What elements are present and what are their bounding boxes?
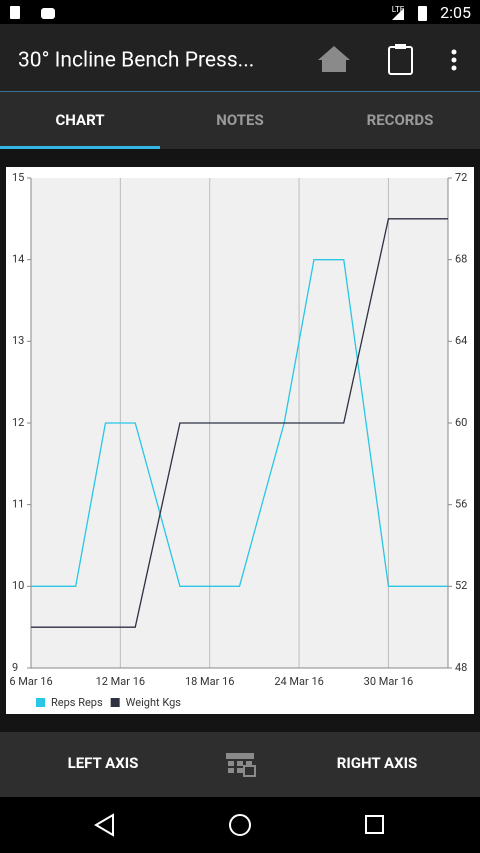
y-tick-label: 10 (12, 579, 24, 592)
x-tick-label: 30 Mar 16 (364, 675, 414, 688)
x-tick-label: 6 Mar 16 (9, 675, 52, 688)
network-type: LTE (392, 5, 405, 14)
y-tick-label: 9 (12, 661, 18, 674)
y2-tick-label: 56 (455, 498, 467, 511)
tab[interactable]: CHART (55, 111, 104, 129)
toolbar (0, 24, 480, 92)
y-tick-label: 11 (12, 498, 24, 511)
x-tick-label: 24 Mar 16 (274, 675, 324, 688)
overflow-menu[interactable] (451, 49, 457, 71)
sd-icon (10, 6, 20, 19)
y2-tick-label: 48 (455, 661, 467, 674)
signal-icon (392, 8, 404, 20)
clock: 2:05 (440, 3, 471, 22)
data-line (31, 218, 448, 628)
legend-swatch (36, 698, 45, 707)
status-bar (0, 0, 480, 24)
y2-tick-label: 60 (455, 416, 467, 429)
y-tick-label: 13 (12, 334, 24, 347)
y-tick-label: 15 (12, 171, 24, 184)
legend-label: Reps Reps (51, 696, 103, 709)
tab[interactable]: RECORDS (367, 111, 434, 129)
right-axis-button[interactable]: RIGHT AXIS (337, 754, 417, 772)
clipboard-clip (395, 44, 406, 49)
data-line (31, 259, 448, 587)
y2-tick-label: 72 (455, 171, 467, 184)
tab[interactable]: NOTES (216, 111, 263, 129)
x-tick-label: 18 Mar 16 (185, 675, 235, 688)
nav-bar (0, 797, 480, 853)
left-axis-button[interactable]: LEFT AXIS (68, 754, 139, 772)
legend-label: Weight Kgs (126, 696, 182, 709)
back-button[interactable] (94, 813, 114, 837)
home-button[interactable] (318, 46, 350, 72)
home-nav-button[interactable] (229, 814, 251, 836)
y2-tick-label: 64 (455, 334, 467, 347)
android-icon (41, 8, 55, 19)
tab-indicator (0, 146, 160, 149)
tab-bar (0, 92, 480, 149)
battery-icon (418, 6, 427, 21)
y2-tick-label: 52 (455, 579, 467, 592)
legend-swatch (110, 698, 120, 707)
chart: 6 Mar 16 12 Mar 16 18 Mar 16 24 Mar 16 30 Ma… (9, 171, 467, 709)
y-tick-label: 14 (12, 253, 24, 266)
y2-tick-label: 68 (455, 253, 467, 266)
y-tick-label: 12 (12, 416, 24, 429)
recents-button[interactable] (365, 815, 384, 834)
calendar-button[interactable] (226, 753, 256, 777)
toolbar-divider (0, 91, 480, 92)
toolbar-title: 30° Incline Bench Press... (18, 49, 254, 73)
x-tick-label: 12 Mar 16 (96, 675, 146, 688)
